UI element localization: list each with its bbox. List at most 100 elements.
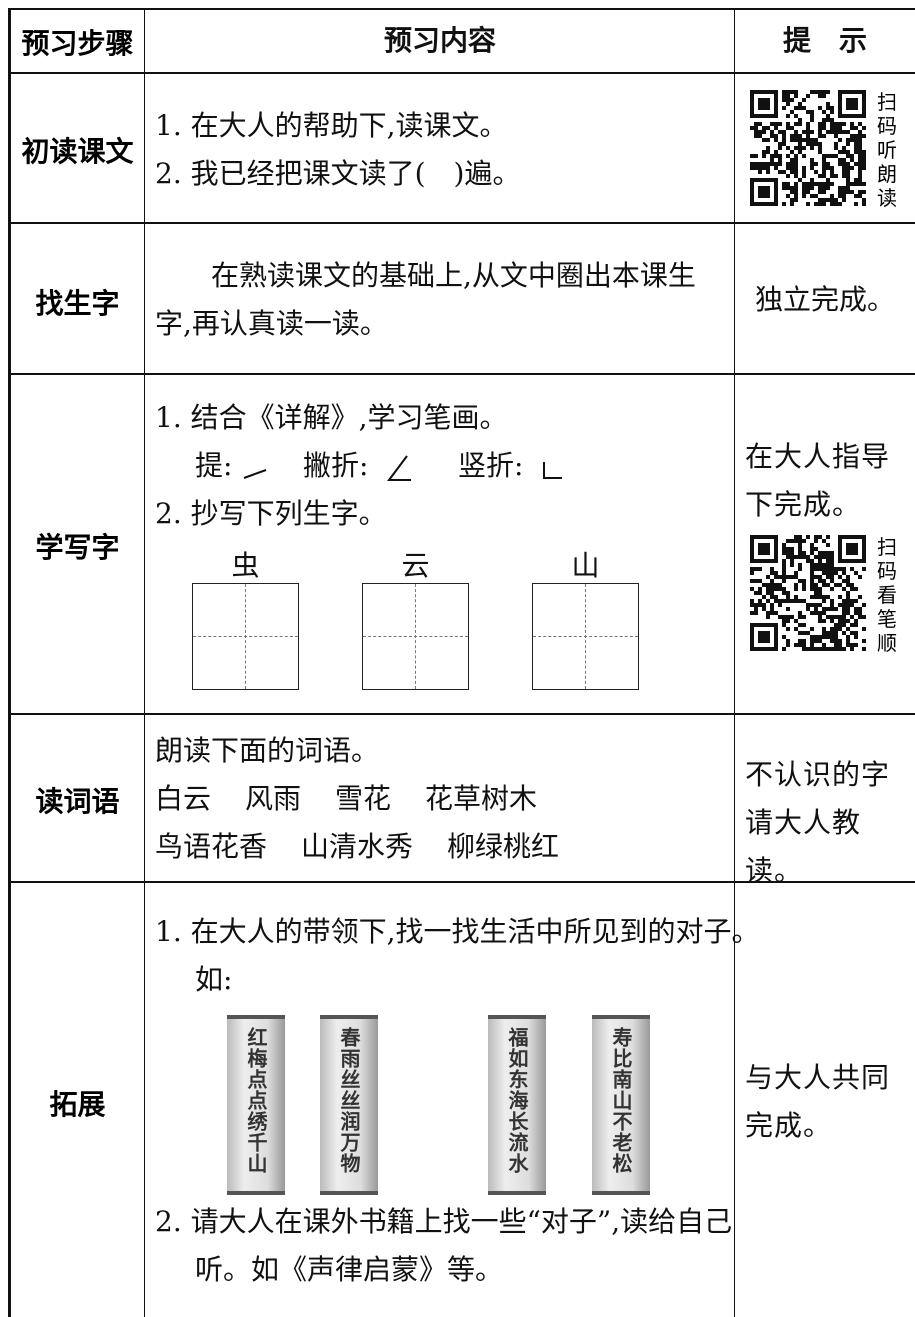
qr-module (838, 150, 842, 154)
qr-module (842, 174, 846, 178)
qr-module (858, 158, 862, 162)
rule (8, 72, 915, 74)
word: 柳绿桃红 (447, 830, 560, 863)
qr-module (762, 126, 766, 130)
qr-module (838, 623, 842, 627)
qr-module (818, 579, 822, 583)
qr-module (830, 182, 834, 186)
qr-module (842, 166, 846, 170)
qr-module (858, 122, 862, 126)
qr-module (822, 599, 826, 603)
qr-module (822, 595, 826, 599)
qr-module (830, 647, 834, 651)
qr-module (830, 599, 834, 603)
qr-module (758, 134, 762, 138)
couplet: 寿比南山不老松 (592, 1015, 650, 1195)
qr-module (798, 122, 802, 126)
qr-module (786, 114, 790, 118)
qr-module (850, 647, 854, 651)
qr-module (770, 158, 774, 162)
stroke-label: 撇折: (303, 449, 369, 482)
qr-module (770, 154, 774, 158)
qr-module (830, 166, 834, 170)
qr-module (846, 611, 850, 615)
qr-module (862, 202, 866, 206)
qr-module (754, 130, 758, 134)
qr-module (846, 130, 850, 134)
qr-module (786, 194, 790, 198)
qr-module (770, 611, 774, 615)
qr-module (838, 575, 842, 579)
qr-module (842, 611, 846, 615)
qr-module (838, 158, 842, 162)
rule (734, 8, 735, 1317)
qr-module (750, 611, 754, 615)
qr-module (850, 138, 854, 142)
qr-module (826, 154, 830, 158)
qr-module (818, 94, 822, 98)
qr-module (858, 150, 862, 154)
qr-module (814, 138, 818, 142)
qr-module (822, 190, 826, 194)
qr-module (786, 555, 790, 559)
qr-module (810, 603, 814, 607)
qr-module (762, 138, 766, 142)
qr-module (830, 126, 834, 130)
qr-module (822, 579, 826, 583)
qr-module (754, 154, 758, 158)
qr-module (782, 202, 786, 206)
qr-module (830, 639, 834, 643)
qr-module (762, 607, 766, 611)
word: 花草树木 (425, 782, 538, 815)
qr-module (814, 162, 818, 166)
qr-module (814, 611, 818, 615)
qr-module (810, 647, 814, 651)
qr-module (806, 182, 810, 186)
qr-module (842, 194, 846, 198)
qr-module (774, 583, 778, 587)
qr-module (846, 607, 850, 611)
qr-module (806, 122, 810, 126)
qr-module (814, 639, 818, 643)
writing-grid (192, 583, 299, 690)
qr-module (750, 603, 754, 607)
qr-module (822, 631, 826, 635)
qr-module (810, 579, 814, 583)
qr-module (794, 190, 798, 194)
header-step: 预习步骤 (21, 27, 134, 60)
qr-module (822, 170, 826, 174)
qr-label: 扫码看笔顺 (877, 535, 897, 655)
qr-module (774, 154, 778, 158)
qr-module (830, 551, 834, 555)
qr-module (822, 551, 826, 555)
qr-module (842, 158, 846, 162)
qr-module (794, 134, 798, 138)
qr-module (786, 98, 790, 102)
qr-module (758, 166, 762, 170)
qr-module (806, 559, 810, 563)
qr-module (802, 154, 806, 158)
qr-module (838, 619, 842, 623)
qr-module (786, 102, 790, 106)
qr-module (774, 134, 778, 138)
qr-module (778, 587, 782, 591)
qr-module (802, 599, 806, 603)
qr-module (770, 587, 774, 591)
qr-module (826, 559, 830, 563)
qr-module (790, 110, 794, 114)
qr-module (790, 98, 794, 102)
qr-module (838, 595, 842, 599)
qr-module (818, 134, 822, 138)
qr-module (830, 118, 834, 122)
qr-module (806, 186, 810, 190)
qr-module (810, 583, 814, 587)
qr-module (830, 615, 834, 619)
qr-module (830, 563, 834, 567)
qr-module (790, 599, 794, 603)
qr-module (830, 122, 834, 126)
qr-module (758, 591, 762, 595)
qr-module (850, 631, 854, 635)
row-step: 学写字 (35, 531, 120, 564)
qr-module (826, 106, 830, 110)
qr-module (814, 603, 818, 607)
